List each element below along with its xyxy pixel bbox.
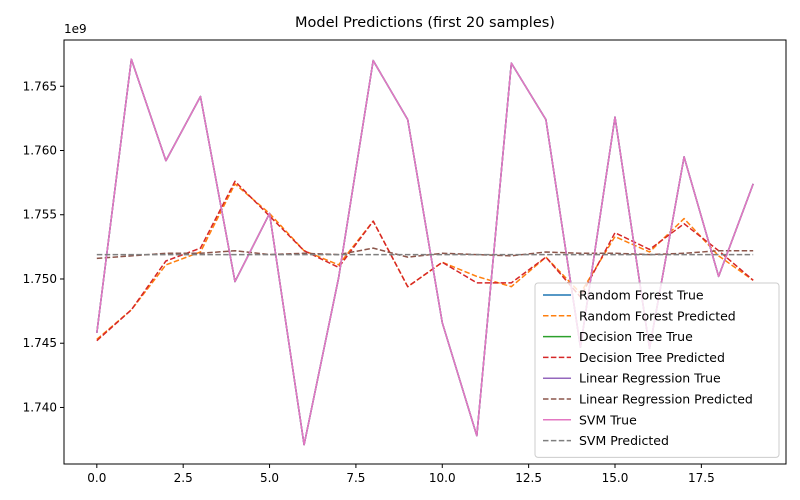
y-axis: 1.740 1.745 1.750 1.755 1.760 1.765 bbox=[23, 79, 64, 414]
legend-label: Decision Tree True bbox=[579, 329, 693, 344]
legend-label: SVM True bbox=[579, 412, 637, 427]
x-tick-label: 5.0 bbox=[260, 471, 279, 485]
x-tick-label: 12.5 bbox=[515, 471, 542, 485]
legend-label: Random Forest True bbox=[579, 288, 704, 303]
series-line-decision-tree-predicted bbox=[96, 180, 754, 342]
y-tick-label: 1.765 bbox=[23, 79, 57, 93]
x-tick-label: 0.0 bbox=[87, 471, 106, 485]
legend-label: Linear Regression Predicted bbox=[579, 392, 753, 407]
legend-label: Random Forest Predicted bbox=[579, 308, 736, 323]
y-tick-label: 1.740 bbox=[23, 400, 57, 414]
x-tick-label: 10.0 bbox=[429, 471, 456, 485]
legend: Random Forest True Random Forest Predicte… bbox=[534, 282, 780, 458]
y-tick-label: 1.750 bbox=[23, 272, 57, 286]
x-tick-label: 15.0 bbox=[602, 471, 629, 485]
legend-label: SVM Predicted bbox=[579, 433, 669, 448]
legend-label: Decision Tree Predicted bbox=[579, 350, 725, 365]
legend-box bbox=[534, 282, 780, 458]
y-tick-label: 1.755 bbox=[23, 208, 57, 222]
legend-label: Linear Regression True bbox=[579, 371, 721, 386]
plot-frame bbox=[63, 39, 787, 465]
plot-area: 0.0 2.5 5.0 7.5 10.0 12.5 15.0 17.5 1.7401.7451… bbox=[23, 39, 787, 485]
chart-title: Model Predictions (first 20 samples) bbox=[295, 15, 555, 31]
y-offset-label: 1e9 bbox=[64, 22, 87, 36]
y-tick-label: 1.760 bbox=[23, 143, 57, 157]
y-tick-label: 1.745 bbox=[23, 336, 57, 350]
x-axis: 0.0 2.5 5.0 7.5 10.0 12.5 15.0 17.5 bbox=[87, 464, 715, 485]
x-tick-label: 2.5 bbox=[174, 471, 193, 485]
x-tick-label: 17.5 bbox=[688, 471, 715, 485]
x-tick-label: 7.5 bbox=[346, 471, 365, 485]
